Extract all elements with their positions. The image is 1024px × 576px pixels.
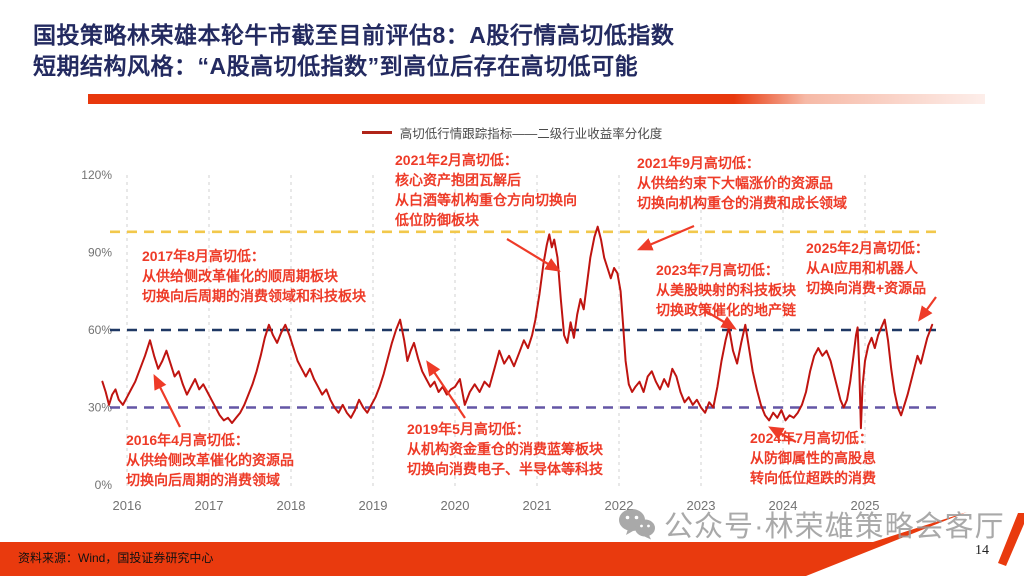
watermark-text: 公众号·林荣雄策略会客厅 bbox=[664, 511, 1005, 543]
arrow-2016-04 bbox=[153, 374, 181, 428]
x-axis-tick-label: 2016 bbox=[113, 498, 142, 513]
annotation-arrows bbox=[153, 224, 937, 443]
y-axis-tick-label: 30% bbox=[88, 401, 112, 415]
y-axis-tick-label: 0% bbox=[95, 478, 113, 492]
footer-red-band bbox=[0, 512, 967, 576]
annotation-2016-04: 2016年4月高切低： 从供给侧改革催化的资源品 切换向后周期的消费领域 bbox=[126, 432, 294, 488]
y-axis-tick-label: 120% bbox=[81, 168, 112, 182]
footer-red-sliver bbox=[998, 513, 1024, 566]
annotation-2019-05: 2019年5月高切低： 从机构资金重仓的消费蓝筹板块 切换向消费电子、半导体等科… bbox=[407, 421, 603, 477]
x-axis-tick-label: 2019 bbox=[359, 498, 388, 513]
arrow-2019-05 bbox=[426, 360, 466, 419]
x-axis-tick-label: 2022 bbox=[605, 498, 634, 513]
watermark: 公众号·林荣雄策略会客厅 bbox=[618, 503, 1005, 545]
page-title-line2: 短期结构风格：“A股高切低指数”到高位后存在高切低可能 bbox=[33, 53, 639, 79]
annotation-2023-07: 2023年7月高切低： 从美股映射的科技板块 切换政策催化的地产链 bbox=[656, 262, 796, 318]
arrow-2021-02 bbox=[506, 238, 561, 272]
x-axis-tick-label: 2017 bbox=[195, 498, 224, 513]
x-axis-tick-label: 2023 bbox=[687, 498, 716, 513]
annotation-2025-02: 2025年2月高切低： 从AI应用和机器人 切换向消费+资源品 bbox=[806, 240, 929, 296]
arrow-2024-07 bbox=[768, 426, 797, 443]
page-title-line1: 国投策略林荣雄本轮牛市截至目前评估8：A股行情高切低指数 bbox=[33, 22, 675, 48]
title-underline-bar bbox=[88, 94, 985, 104]
x-axis-tick-label: 2025 bbox=[851, 498, 880, 513]
y-axis-tick-label: 60% bbox=[88, 323, 112, 337]
wechat-icon bbox=[619, 509, 655, 540]
x-axis-tick-label: 2021 bbox=[523, 498, 552, 513]
arrow-2025-02 bbox=[918, 296, 937, 322]
y-axis-tick-label: 90% bbox=[88, 246, 112, 260]
annotation-2021-09: 2021年9月高切低： 从供给约束下大幅涨价的资源品 切换向机构重仓的消费和成长… bbox=[637, 155, 847, 211]
x-axis-tick-label: 2024 bbox=[769, 498, 798, 513]
annotation-2017-08: 2017年8月高切低： 从供给侧改革催化的顺周期板块 切换向后周期的消费领域和科… bbox=[142, 248, 366, 304]
arrow-2023-07 bbox=[703, 309, 737, 330]
title-block: 国投策略林荣雄本轮牛市截至目前评估8：A股行情高切低指数 短期结构风格：“A股高… bbox=[33, 20, 993, 82]
source-note: 资料来源：Wind，国投证券研究中心 bbox=[18, 551, 214, 565]
chart-legend: 高切低行情跟踪指标——二级行业收益率分化度 bbox=[0, 123, 1024, 142]
x-axis-tick-label: 2018 bbox=[277, 498, 306, 513]
arrow-2021-09 bbox=[636, 224, 695, 251]
x-axis-tick-label: 2020 bbox=[441, 498, 470, 513]
legend-label: 高切低行情跟踪指标——二级行业收益率分化度 bbox=[399, 127, 663, 141]
page-number: 14 bbox=[975, 543, 989, 558]
legend-line-swatch bbox=[361, 131, 392, 134]
annotation-2021-02: 2021年2月高切低： 核心资产抱团瓦解后 从白酒等机构重仓方向切换向 低位防御… bbox=[395, 152, 577, 228]
series-line bbox=[101, 225, 934, 430]
